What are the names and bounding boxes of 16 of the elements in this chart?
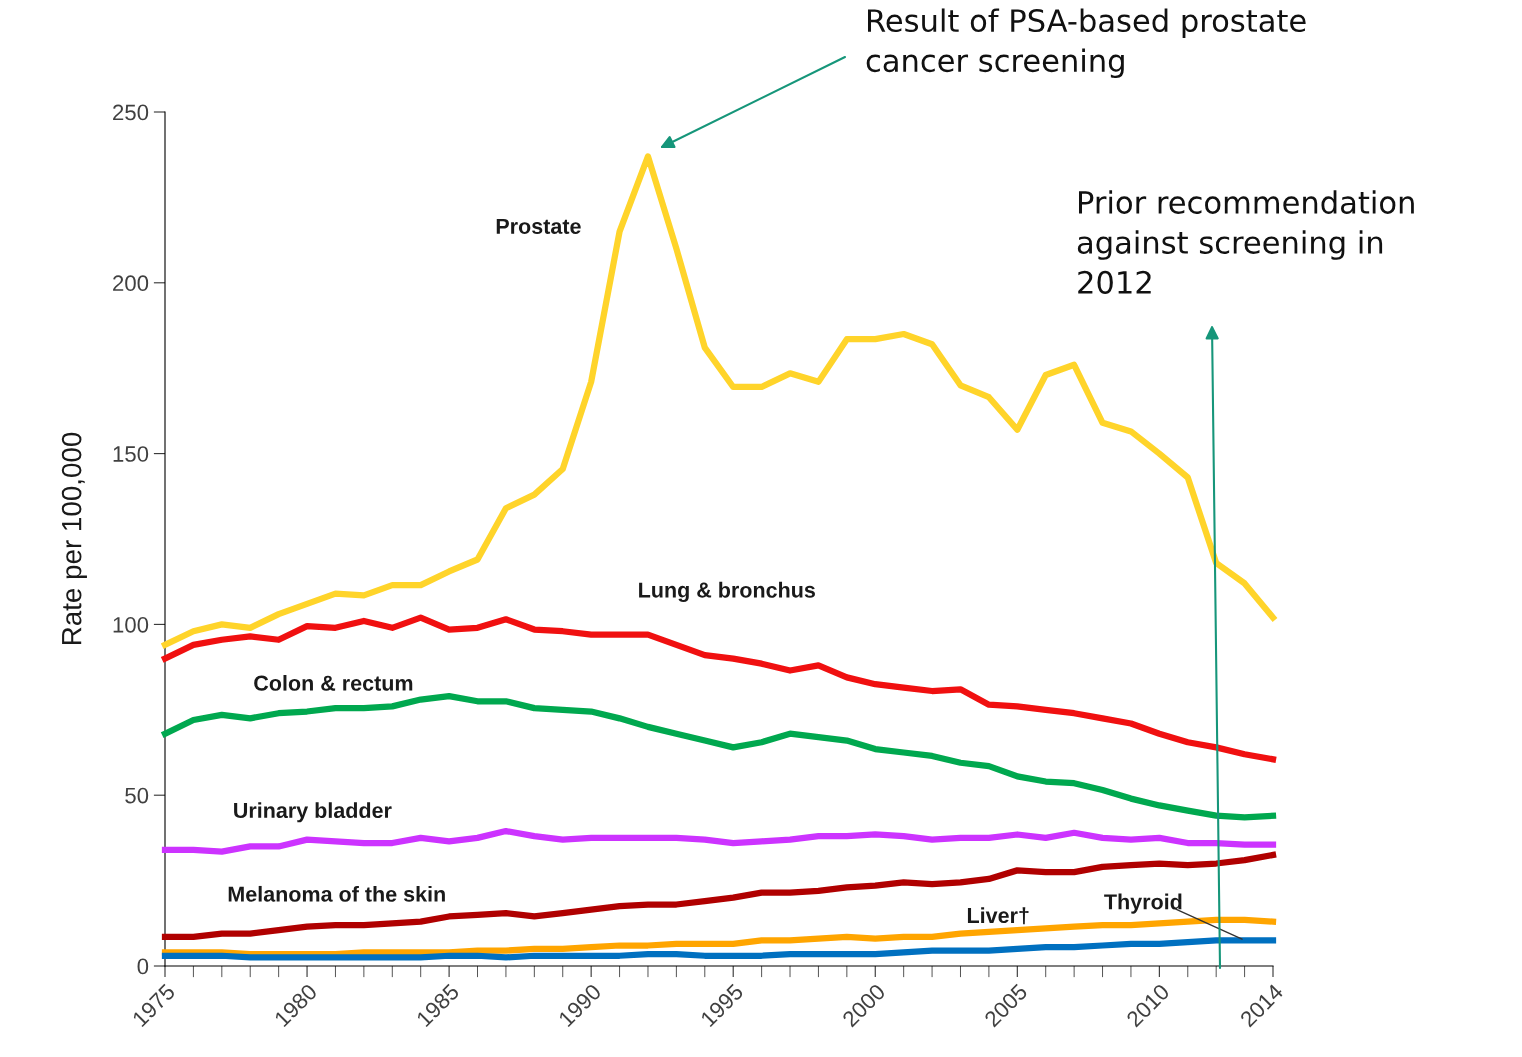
y-tick-label: 200 bbox=[113, 275, 149, 292]
y-tick-label: 50 bbox=[125, 787, 149, 804]
annotation: Prior recommendation against screening in 2012 bbox=[1077, 190, 1414, 294]
y-axis-title: Rate per 100,000 bbox=[61, 432, 87, 645]
series-label: Thyroid bbox=[1104, 893, 1182, 914]
y-tick-label: 250 bbox=[113, 104, 149, 121]
series-label: Melanoma of the skin bbox=[228, 885, 445, 902]
series-label: Liver† bbox=[967, 907, 1029, 925]
series-label: Urinary bladder bbox=[234, 802, 392, 823]
series-label: Prostate bbox=[496, 218, 581, 234]
text: Result of PSA-based prostate cancer screening bbox=[866, 8, 1306, 79]
y-tick-label: 0 bbox=[137, 958, 149, 975]
y-tick-label: 100 bbox=[113, 616, 149, 633]
series-label: Lung & bronchus bbox=[639, 581, 815, 603]
y-tick-label: 150 bbox=[113, 446, 149, 462]
series-label: Colon & rectum bbox=[254, 675, 413, 691]
